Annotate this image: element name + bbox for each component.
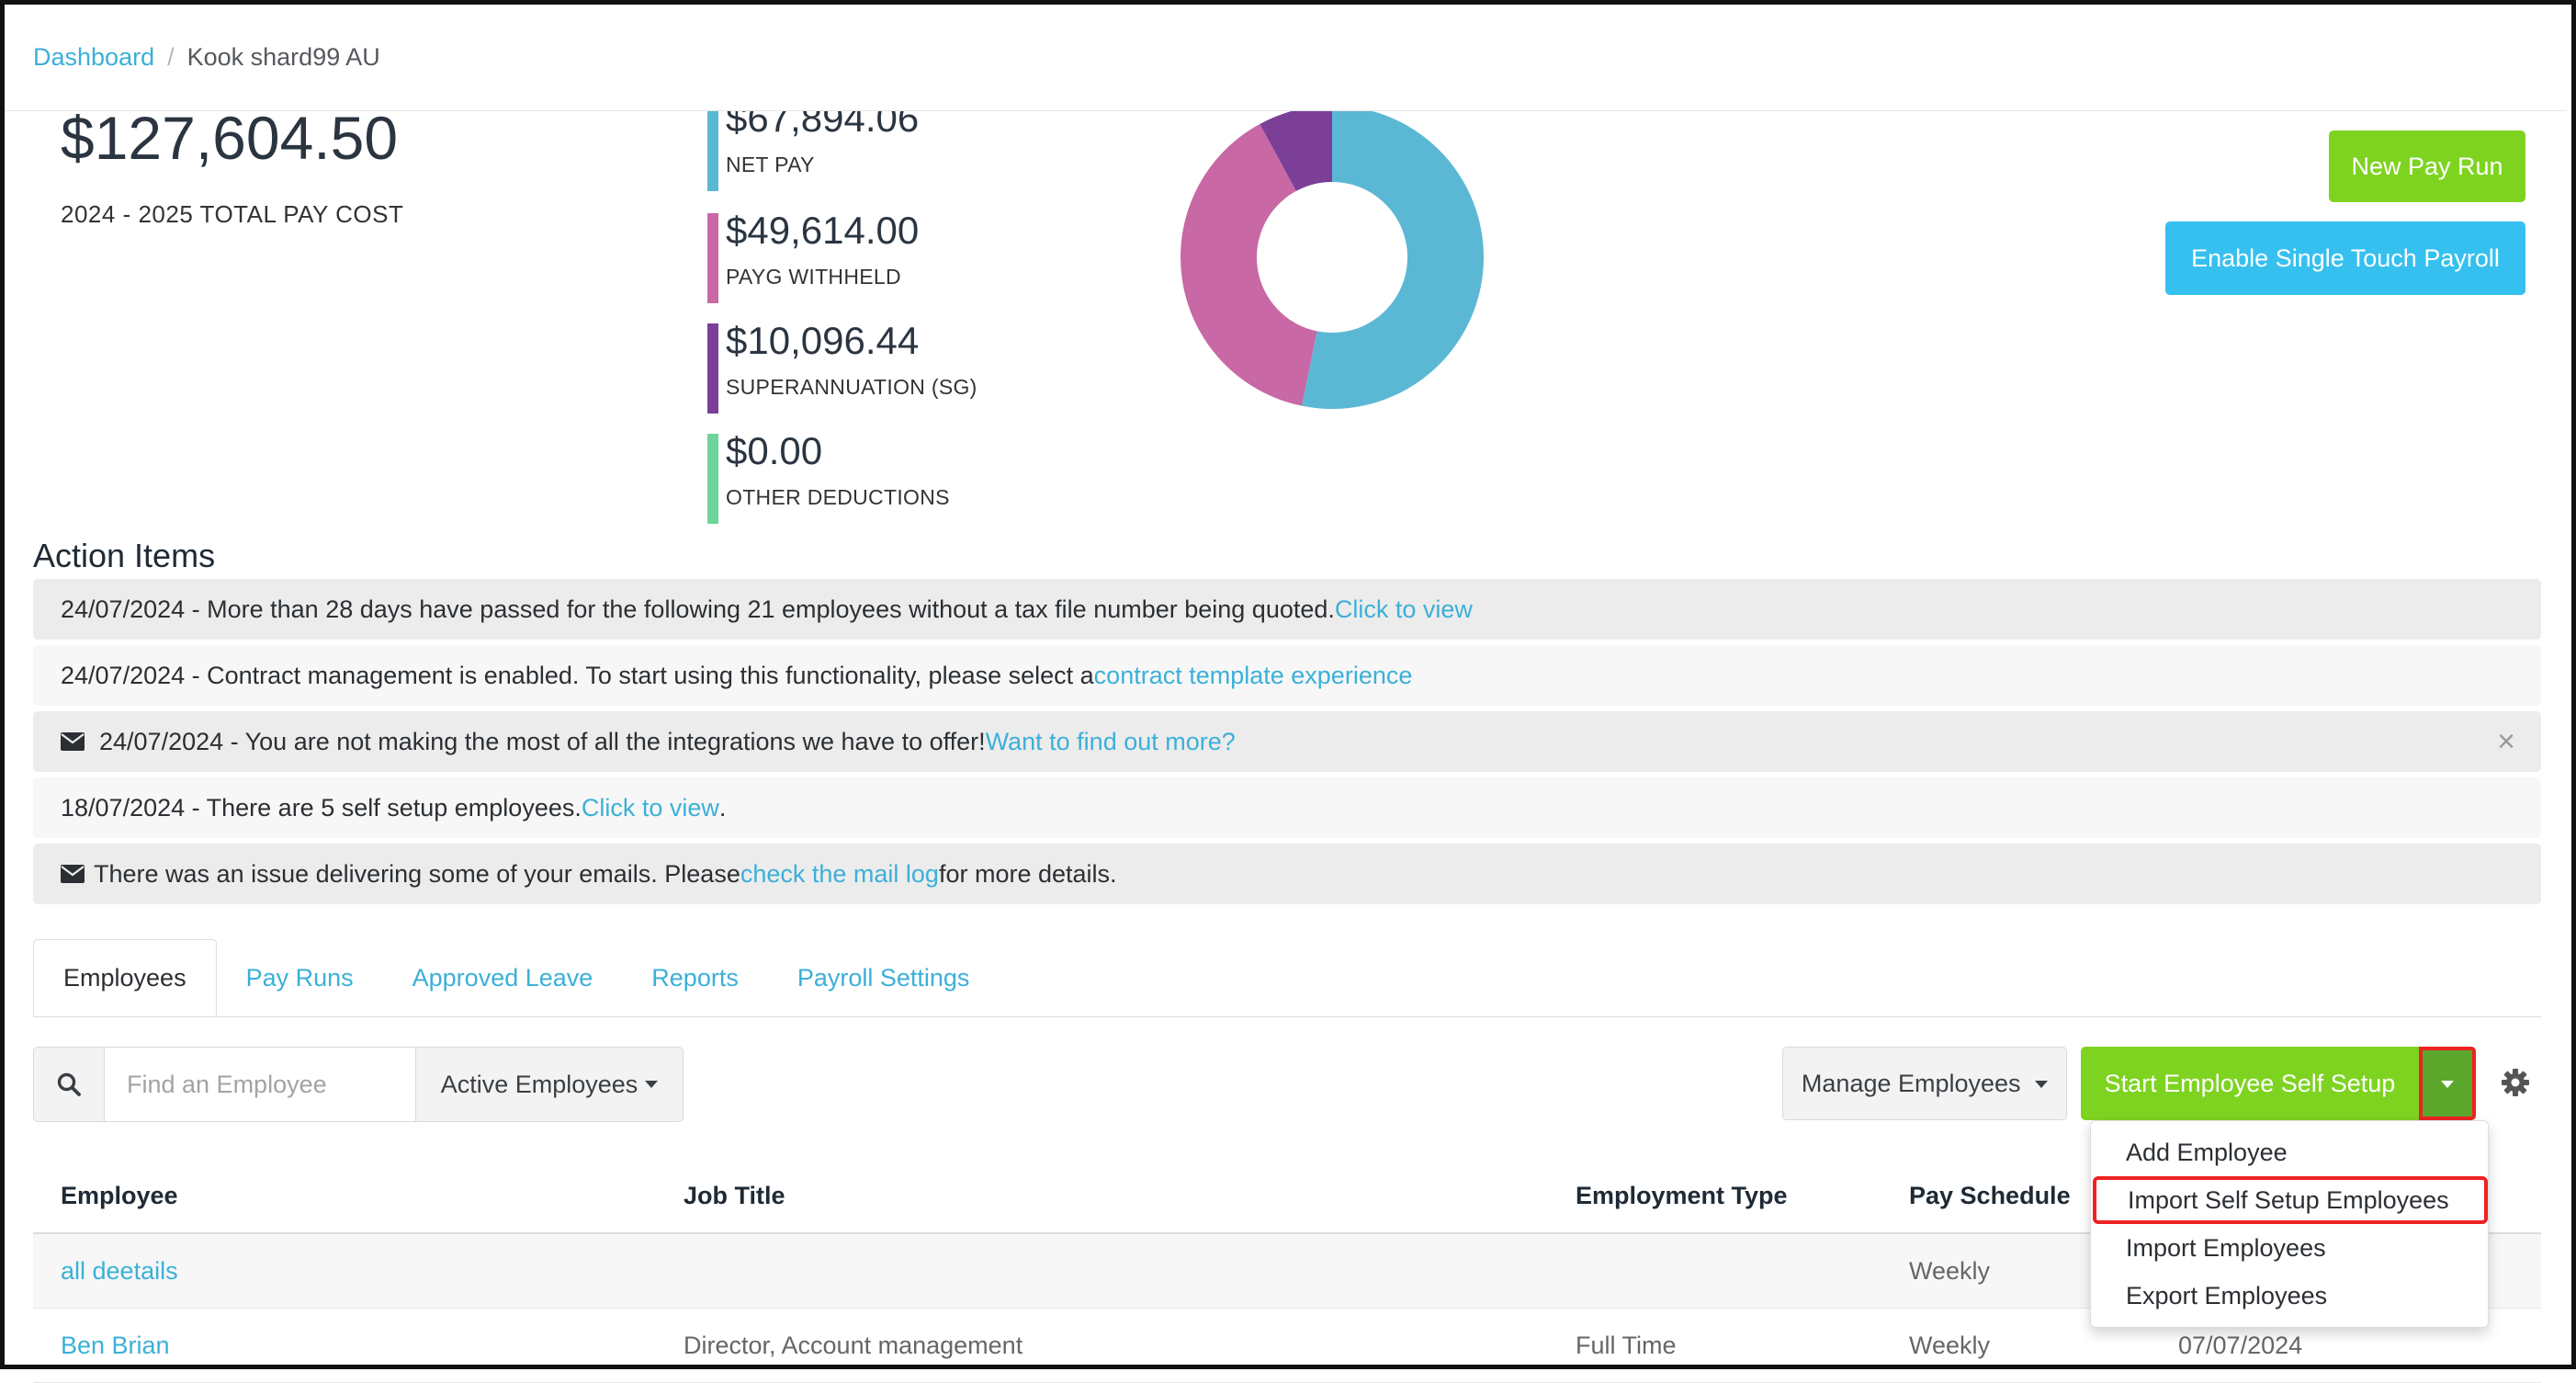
employee-pay-schedule: Weekly: [1909, 1257, 1991, 1285]
employee-date: 07/07/2024: [2178, 1332, 2303, 1359]
column-header-employee[interactable]: Employee: [61, 1182, 178, 1209]
action-item: 24/07/2024 - Contract management is enab…: [33, 645, 2541, 706]
stat-superannuation: $10,096.44 SUPERANNUATION (SG): [707, 319, 977, 414]
employee-name-link[interactable]: Ben Brian: [61, 1332, 170, 1359]
stat-amount: $0.00: [726, 429, 823, 472]
stat-net-pay: $67,894.06 NET PAY: [707, 96, 919, 191]
action-item-text: 24/07/2024 - Contract management is enab…: [61, 661, 1094, 689]
stat-amount: $49,614.00: [726, 209, 920, 252]
action-item-link[interactable]: Click to view: [1334, 595, 1473, 623]
table-header: Employee Job Title Employment Type Pay S…: [33, 1159, 2541, 1234]
search-icon: [57, 1072, 81, 1096]
action-item: 18/07/2024 - There are 5 self setup empl…: [33, 777, 2541, 838]
search-addon: [34, 1048, 105, 1121]
envelope-icon: [61, 865, 85, 883]
total-pay-cost-label: 2024 - 2025 TOTAL PAY COST: [61, 200, 404, 228]
tab-approved-leave[interactable]: Approved Leave: [412, 963, 593, 992]
menu-item-export-employees[interactable]: Export Employees: [2126, 1282, 2328, 1309]
manage-employees-button[interactable]: Manage Employees: [1782, 1047, 2067, 1120]
chevron-down-icon: [645, 1081, 659, 1088]
tab-pay-runs[interactable]: Pay Runs: [245, 963, 354, 992]
new-pay-run-button[interactable]: New Pay Run: [2329, 130, 2525, 202]
donut-slice-superannuation-sg: [1260, 106, 1332, 191]
column-header-pay-schedule[interactable]: Pay Schedule: [1909, 1182, 2071, 1209]
donut-slice-net-pay: [1301, 106, 1485, 409]
action-item-link[interactable]: Want to find out more?: [985, 727, 1236, 755]
action-item-link[interactable]: check the mail log: [740, 859, 939, 888]
employee-search-group: Active Employees: [33, 1047, 684, 1122]
action-item: 24/07/2024 - More than 28 days have pass…: [33, 579, 2541, 640]
action-items-list: 24/07/2024 - More than 28 days have pass…: [33, 579, 2541, 910]
stat-label: SUPERANNUATION (SG): [726, 375, 977, 399]
employee-job-title: Director, Account management: [684, 1332, 1023, 1359]
menu-item-import-employees[interactable]: Import Employees: [2126, 1234, 2326, 1262]
close-icon[interactable]: ×: [2497, 724, 2515, 759]
tab-payroll-settings[interactable]: Payroll Settings: [797, 963, 970, 992]
tab-employees[interactable]: Employees: [33, 939, 217, 1016]
envelope-icon: [61, 732, 85, 751]
manage-employees-label: Manage Employees: [1801, 1069, 2021, 1097]
stat-label: OTHER DEDUCTIONS: [726, 485, 950, 509]
action-item: There was an issue delivering some of yo…: [33, 844, 2541, 904]
action-item-link[interactable]: contract template experience: [1093, 661, 1413, 689]
employee-search-input[interactable]: [105, 1048, 415, 1121]
action-item-suffix: .: [718, 793, 727, 822]
stat-other-deductions: $0.00 OTHER DEDUCTIONS: [707, 429, 950, 524]
breadcrumb-separator: /: [167, 43, 175, 71]
stat-payg-withheld: $49,614.00 PAYG WITHHELD: [707, 209, 919, 303]
column-header-employment-type[interactable]: Employment Type: [1576, 1182, 1788, 1209]
start-self-setup-button[interactable]: Start Employee Self Setup: [2081, 1047, 2419, 1120]
self-setup-dropdown-menu: Add Employee Import Self Setup Employees…: [2090, 1120, 2489, 1328]
stat-label: NET PAY: [726, 153, 815, 176]
total-pay-cost-amount: $127,604.50: [61, 104, 399, 172]
employee-filter-label: Active Employees: [440, 1070, 638, 1098]
column-header-job-title[interactable]: Job Title: [684, 1182, 785, 1209]
action-items-title: Action Items: [33, 537, 216, 574]
pay-cost-donut-chart: [1181, 106, 1485, 409]
action-item-text: There was an issue delivering some of yo…: [94, 859, 740, 888]
chevron-down-icon: [2035, 1081, 2049, 1089]
self-setup-dropdown-toggle[interactable]: [2419, 1047, 2476, 1120]
action-item-link[interactable]: Click to view: [581, 793, 719, 822]
employee-employment-type: Full Time: [1576, 1332, 1677, 1359]
menu-item-import-self-setup[interactable]: Import Self Setup Employees: [2093, 1176, 2488, 1224]
breadcrumb-dashboard-link[interactable]: Dashboard: [33, 43, 155, 71]
chevron-down-icon: [2441, 1080, 2454, 1088]
employee-name-link[interactable]: all deetails: [61, 1257, 178, 1285]
donut-slice-payg-withheld: [1181, 123, 1317, 406]
action-item-suffix: for more details.: [938, 859, 1117, 888]
breadcrumb: Dashboard / Kook shard99 AU: [0, 5, 2567, 111]
tab-reports[interactable]: Reports: [651, 963, 739, 992]
employee-filter-select[interactable]: Active Employees: [415, 1048, 683, 1121]
action-item-text: 24/07/2024 - More than 28 days have pass…: [61, 595, 1335, 623]
enable-stp-button[interactable]: Enable Single Touch Payroll: [2165, 221, 2525, 295]
menu-item-add-employee[interactable]: Add Employee: [2126, 1139, 2288, 1166]
stat-amount: $10,096.44: [726, 319, 920, 362]
action-item: 24/07/2024 - You are not making the most…: [33, 711, 2541, 772]
main-tabs: Employees Pay Runs Approved Leave Report…: [33, 939, 2541, 1017]
breadcrumb-current: Kook shard99 AU: [186, 43, 380, 71]
gear-icon[interactable]: [2499, 1066, 2532, 1099]
action-item-text: 24/07/2024 - You are not making the most…: [99, 727, 986, 755]
stat-label: PAYG WITHHELD: [726, 265, 901, 289]
employee-pay-schedule: Weekly: [1909, 1332, 1991, 1359]
action-item-text: 18/07/2024 - There are 5 self setup empl…: [61, 793, 582, 822]
